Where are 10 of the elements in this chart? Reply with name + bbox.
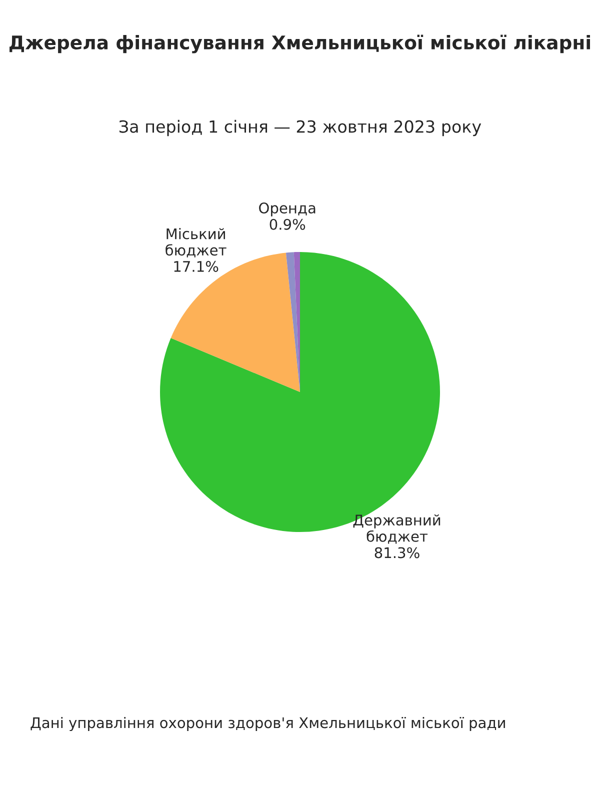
- data-label: 17.1%: [174, 260, 218, 272]
- chart-subtitle: За період 1 січня — 23 жовтня 2023 року: [120, 120, 482, 136]
- slice-label: Державний бюджет: [353, 514, 440, 544]
- slice-label: Міський бюджет: [166, 228, 226, 258]
- text: Дані управління охорони здоров'я Хмельницької міської ради: [30, 716, 505, 732]
- chart-title: Джерела фінансування Хмельницької міської лікарні: [10, 34, 590, 54]
- pie-slice: [286, 252, 300, 392]
- data-label: 0.9%: [270, 218, 306, 230]
- slice-label: Оренда: [259, 202, 316, 216]
- data-label: 81.3%: [374, 547, 420, 558]
